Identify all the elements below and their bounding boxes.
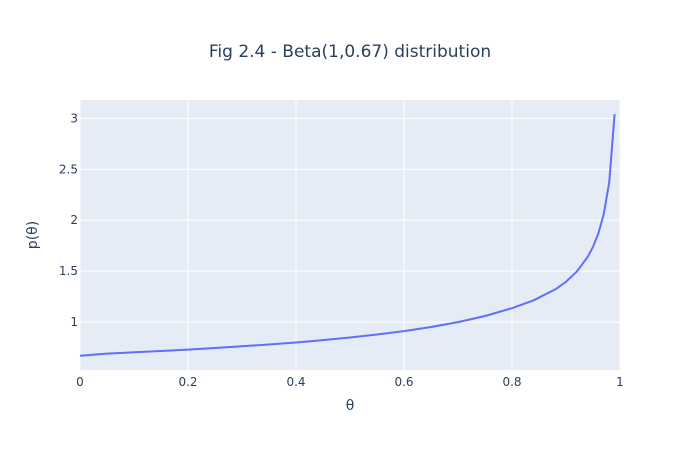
plot-area xyxy=(80,100,620,370)
y-tick-label: 2 xyxy=(70,213,78,227)
y-tick-label: 2.5 xyxy=(59,162,78,176)
y-tick-label: 1 xyxy=(70,315,78,329)
x-tick-label: 0.2 xyxy=(178,375,197,389)
y-axis-label: p(θ) xyxy=(25,221,41,249)
x-tick-label: 0.8 xyxy=(502,375,521,389)
series-layer xyxy=(79,114,616,357)
y-tick-labels: 1 1.5 2 2.5 3 xyxy=(59,111,78,329)
y-tick-label: 1.5 xyxy=(59,264,78,278)
x-tick-label: 0.4 xyxy=(286,375,305,389)
grid-layer xyxy=(79,100,621,370)
x-tick-labels: 0 0.2 0.4 0.6 0.8 1 xyxy=(76,375,624,389)
x-tick-label: 0.6 xyxy=(394,375,413,389)
x-tick-label: 1 xyxy=(616,375,624,389)
chart-title: Fig 2.4 - Beta(1,0.67) distribution xyxy=(209,42,491,62)
x-tick-label: 0 xyxy=(76,375,84,389)
y-tick-label: 3 xyxy=(70,111,78,125)
x-axis-label: θ xyxy=(346,398,355,414)
series-line xyxy=(79,114,616,357)
